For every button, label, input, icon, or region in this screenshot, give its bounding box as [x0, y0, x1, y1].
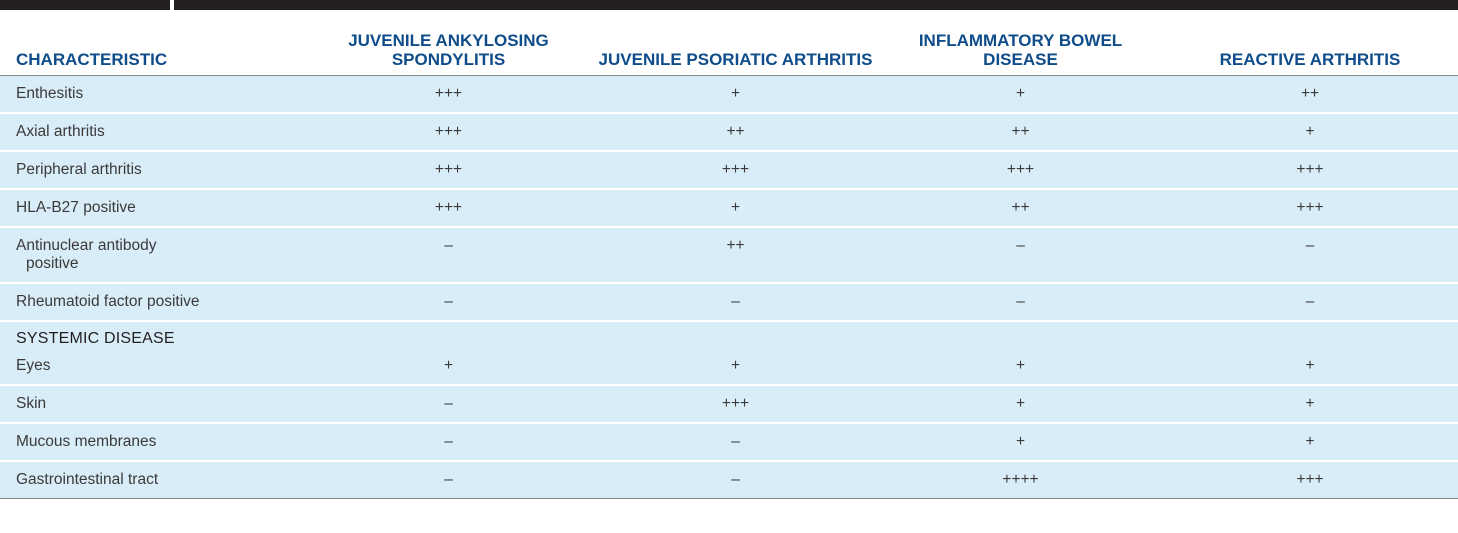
table-cell: + [879, 348, 1162, 386]
row-label: Rheumatoid factor positive [0, 283, 305, 322]
table-cell: ++ [879, 113, 1162, 152]
table-cell: ++ [592, 227, 879, 284]
table-cell: +++ [1162, 151, 1458, 190]
table-cell: + [1162, 113, 1458, 152]
table-row: Eyes + + + + [0, 348, 1458, 386]
header-juvenile-ankylosing-spondylitis: JUVENILE ANKYLOSING SPONDYLITIS [305, 10, 592, 76]
table-cell: ++ [879, 189, 1162, 228]
row-label: Skin [0, 385, 305, 424]
top-rule-notch [170, 0, 174, 10]
table-cell: ++++ [879, 461, 1162, 499]
header-reactive-arthritis: REACTIVE ARTHRITIS [1162, 10, 1458, 76]
comparison-table-container: CHARACTERISTIC JUVENILE ANKYLOSING SPOND… [0, 10, 1458, 499]
top-rule [0, 0, 1458, 10]
header-juvenile-psoriatic-arthritis: JUVENILE PSORIATIC ARTHRITIS [592, 10, 879, 76]
table-row: HLA-B27 positive +++ + ++ +++ [0, 189, 1458, 228]
table-cell: +++ [305, 151, 592, 190]
table-cell: + [879, 423, 1162, 462]
row-label-line: Antinuclear antibody [16, 237, 157, 254]
table-cell: + [305, 348, 592, 386]
table-row: Antinuclear antibody positive – ++ – – [0, 227, 1458, 284]
table-cell: – [305, 385, 592, 424]
table-cell: +++ [305, 113, 592, 152]
table-cell: ++ [1162, 75, 1458, 114]
table-cell: – [592, 461, 879, 499]
table-cell: +++ [1162, 189, 1458, 228]
table-cell: – [879, 283, 1162, 322]
table-row: Axial arthritis +++ ++ ++ + [0, 113, 1458, 152]
row-label: Mucous membranes [0, 423, 305, 462]
section-cell: SYSTEMIC DISEASE [0, 321, 1458, 348]
table-cell: + [592, 348, 879, 386]
comparison-table: CHARACTERISTIC JUVENILE ANKYLOSING SPOND… [0, 10, 1458, 499]
table-row: Enthesitis +++ + + ++ [0, 75, 1458, 114]
row-label: Enthesitis [0, 75, 305, 114]
table-cell: ++ [592, 113, 879, 152]
table-cell: +++ [879, 151, 1162, 190]
table-body: Enthesitis +++ + + ++ Axial arthritis ++… [0, 75, 1458, 499]
table-cell: – [592, 423, 879, 462]
table-cell: – [1162, 283, 1458, 322]
header-inflammatory-bowel-disease: INFLAMMATORY BOWEL DISEASE [879, 10, 1162, 76]
table-row: Gastrointestinal tract – – ++++ +++ [0, 461, 1458, 499]
table-cell: +++ [305, 189, 592, 228]
row-label: HLA-B27 positive [0, 189, 305, 228]
row-label-continuation: positive [26, 255, 79, 272]
table-cell: + [1162, 348, 1458, 386]
table-cell: + [1162, 423, 1458, 462]
table-cell: – [305, 283, 592, 322]
row-label: Antinuclear antibody positive [0, 227, 305, 284]
table-cell: + [1162, 385, 1458, 424]
table-header: CHARACTERISTIC JUVENILE ANKYLOSING SPOND… [0, 10, 1458, 76]
table-cell: – [305, 423, 592, 462]
table-cell: – [305, 461, 592, 499]
header-characteristic: CHARACTERISTIC [0, 10, 305, 76]
table-cell: +++ [1162, 461, 1458, 499]
table-cell: +++ [305, 75, 592, 114]
row-label: Gastrointestinal tract [0, 461, 305, 499]
table-cell: +++ [592, 151, 879, 190]
table-cell: – [305, 227, 592, 284]
table-cell: – [592, 283, 879, 322]
table-cell: + [879, 75, 1162, 114]
header-row: CHARACTERISTIC JUVENILE ANKYLOSING SPOND… [0, 10, 1458, 76]
table-cell: + [592, 75, 879, 114]
table-row: Skin – +++ + + [0, 385, 1458, 424]
table-row: Mucous membranes – – + + [0, 423, 1458, 462]
table-cell: +++ [592, 385, 879, 424]
table-row: Peripheral arthritis +++ +++ +++ +++ [0, 151, 1458, 190]
table-cell: – [1162, 227, 1458, 284]
table-row: Rheumatoid factor positive – – – – [0, 283, 1458, 322]
row-label: Eyes [0, 348, 305, 386]
table-cell: + [592, 189, 879, 228]
row-label: Peripheral arthritis [0, 151, 305, 190]
table-cell: – [879, 227, 1162, 284]
section-header-row: SYSTEMIC DISEASE [0, 321, 1458, 348]
row-label: Axial arthritis [0, 113, 305, 152]
table-cell: + [879, 385, 1162, 424]
section-title: SYSTEMIC DISEASE [16, 330, 175, 347]
